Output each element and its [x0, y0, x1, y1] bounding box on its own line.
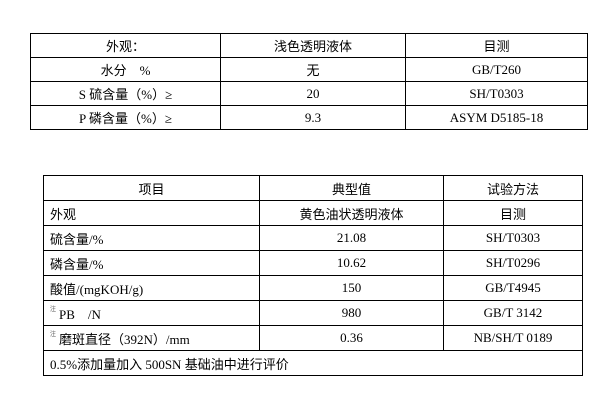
cell-value: 浅色透明液体 — [220, 33, 406, 58]
footnote: 0.5%添加量加入 500SN 基础油中进行评价 — [43, 350, 583, 376]
cell-item: 注磨斑直径（392N）/mm — [43, 325, 260, 351]
cell-item: 注 PB /N — [43, 300, 260, 326]
cell-method: SH/T0296 — [443, 250, 583, 276]
header-row: 项目 典型值 试验方法 — [43, 175, 583, 201]
cell-method: 目测 — [405, 33, 588, 58]
item-label: 硫含量/% — [50, 231, 104, 247]
header-method: 试验方法 — [443, 175, 583, 201]
cell-item: 硫含量/% — [43, 225, 260, 251]
cell-value: 20 — [220, 81, 406, 106]
item-label: 外观 — [50, 206, 77, 222]
cell-item: 酸值/(mgKOH/g) — [43, 275, 260, 301]
cell-method: SH/T0303 — [405, 81, 588, 106]
cell-value: 150 — [259, 275, 444, 301]
spec-table-1: 外观： 浅色透明液体 目测 水分 % 无 GB/T260 S 硫含量（%）≥ 20 SH/T03… — [30, 33, 588, 130]
cell-value: 21.08 — [259, 225, 444, 251]
cell-item: P 磷含量（%）≥ — [30, 105, 221, 130]
table-row: 酸值/(mgKOH/g) 150 GB/T4945 — [43, 275, 583, 301]
cell-method: GB/T 3142 — [443, 300, 583, 326]
table-row: 外观 黄色油状透明液体 目测 — [43, 200, 583, 226]
footnote-row: 0.5%添加量加入 500SN 基础油中进行评价 — [43, 350, 583, 376]
cell-method: GB/T4945 — [443, 275, 583, 301]
cell-value: 黄色油状透明液体 — [259, 200, 444, 226]
table-row: 注磨斑直径（392N）/mm 0.36 NB/SH/T 0189 — [43, 325, 583, 351]
cell-method: GB/T260 — [405, 57, 588, 82]
cell-method: ASYM D5185-18 — [405, 105, 588, 130]
item-label: 磨斑直径（392N）/mm — [59, 331, 190, 347]
cell-method: NB/SH/T 0189 — [443, 325, 583, 351]
cell-method: 目测 — [443, 200, 583, 226]
table-row: 注 PB /N 980 GB/T 3142 — [43, 300, 583, 326]
cell-item: 磷含量/% — [43, 250, 260, 276]
table-row: 磷含量/% 10.62 SH/T0296 — [43, 250, 583, 276]
cell-item: 外观 — [43, 200, 260, 226]
item-label: PB /N — [59, 306, 101, 322]
table-row: S 硫含量（%）≥ 20 SH/T0303 — [30, 81, 588, 106]
cell-item: 外观： — [30, 33, 221, 58]
table-row: P 磷含量（%）≥ 9.3 ASYM D5185-18 — [30, 105, 588, 130]
cell-item: S 硫含量（%）≥ — [30, 81, 221, 106]
cell-value: 980 — [259, 300, 444, 326]
cell-method: SH/T0303 — [443, 225, 583, 251]
cell-value: 无 — [220, 57, 406, 82]
spec-table-2: 项目 典型值 试验方法 外观 黄色油状透明液体 目测硫含量/% 21.08 SH/T03… — [43, 175, 583, 376]
note-mark: 注 — [50, 306, 57, 313]
header-item: 项目 — [43, 175, 260, 201]
cell-value: 9.3 — [220, 105, 406, 130]
table-row: 水分 % 无 GB/T260 — [30, 57, 588, 82]
item-label: 磷含量/% — [50, 256, 104, 272]
table-row: 外观： 浅色透明液体 目测 — [30, 33, 588, 58]
cell-item: 水分 % — [30, 57, 221, 82]
note-mark: 注 — [50, 331, 57, 338]
table-row: 硫含量/% 21.08 SH/T0303 — [43, 225, 583, 251]
header-value: 典型值 — [259, 175, 444, 201]
cell-value: 10.62 — [259, 250, 444, 276]
item-label: 酸值/(mgKOH/g) — [50, 281, 144, 297]
cell-value: 0.36 — [259, 325, 444, 351]
